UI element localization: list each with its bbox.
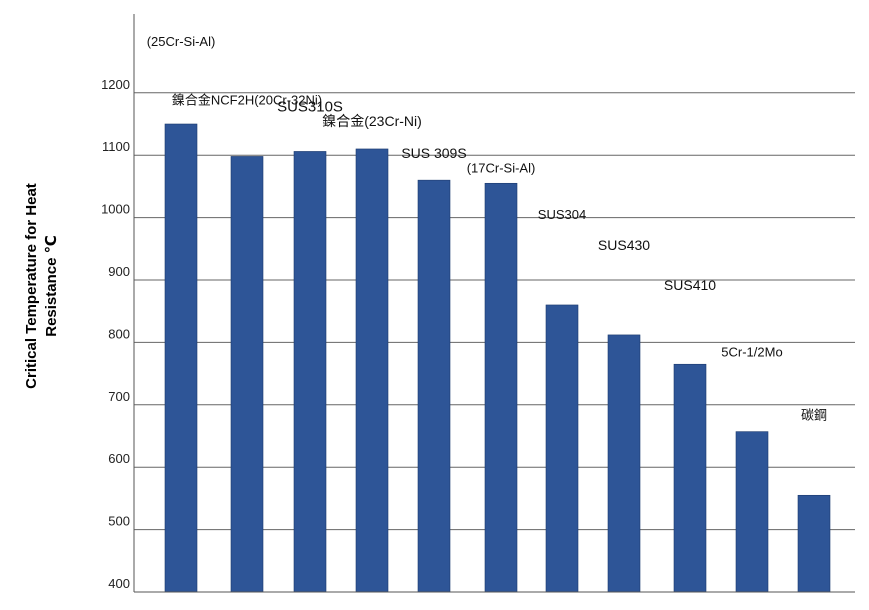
- category-label: 碳鋼: [801, 407, 827, 422]
- category-label: SUS410: [664, 277, 716, 293]
- y-tick-label: 1000: [101, 202, 130, 217]
- category-label: (25Cr-Si-Al): [147, 34, 216, 49]
- category-labels: (25Cr-Si-Al) 鎳合金NCF2H(20Cr-32Ni)SUS310S鎳合…: [147, 34, 827, 422]
- bar: [293, 151, 327, 593]
- y-tick-labels: 400 500 600 700 800 900 1000 1100 1200: [101, 77, 130, 591]
- category-label: SUS304: [538, 207, 586, 222]
- bars: [164, 123, 831, 593]
- bar: [484, 182, 518, 593]
- bar: [164, 123, 198, 593]
- bar: [417, 179, 451, 593]
- category-label: 鎳合金(23Cr-Ni): [322, 113, 422, 129]
- y-tick-label: 700: [108, 389, 130, 404]
- bar: [607, 334, 641, 593]
- y-tick-label: 500: [108, 514, 130, 529]
- bar: [673, 363, 707, 593]
- y-tick-label: 800: [108, 326, 130, 341]
- y-tick-label: 900: [108, 264, 130, 279]
- category-label: 鎳合金NCF2H(20Cr-32Ni): [172, 92, 322, 107]
- y-tick-label: 1200: [101, 77, 130, 92]
- category-label: 5Cr-1/2Mo: [721, 345, 782, 360]
- category-label: SUS310S: [277, 98, 343, 115]
- bar: [797, 494, 831, 593]
- bar: [735, 431, 769, 593]
- y-axis-title-line2: Resistance ℃: [43, 235, 60, 337]
- category-label: SUS 309S: [401, 145, 466, 161]
- bar: [355, 148, 389, 593]
- bar: [230, 156, 264, 593]
- y-tick-label: 1100: [102, 139, 130, 154]
- bar: [545, 304, 579, 593]
- axes: [133, 14, 855, 593]
- y-axis-title-line1: Critical Temperature for Heat: [23, 183, 40, 389]
- category-label: SUS430: [598, 237, 650, 253]
- category-label: (17Cr-Si-Al): [467, 160, 536, 175]
- y-tick-label: 600: [108, 451, 130, 466]
- y-axis-title: Critical Temperature for Heat Resistance…: [23, 183, 60, 389]
- y-tick-label: 400: [108, 576, 130, 591]
